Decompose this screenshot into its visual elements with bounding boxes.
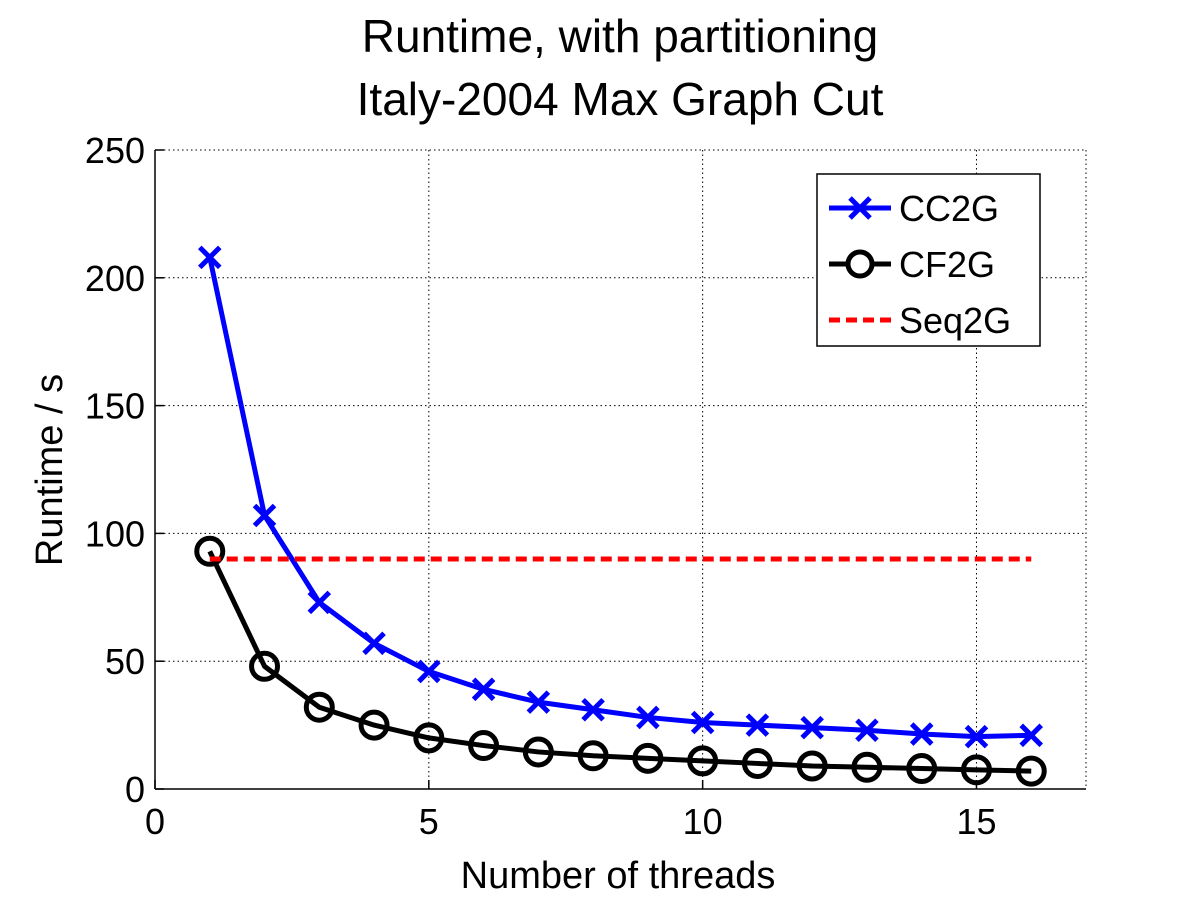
data-point-cf2g [906,753,938,785]
data-point-cf2g [468,730,500,762]
legend-label-cc2g: CC2G [899,188,999,229]
data-point-cc2g [909,722,934,746]
x-marker-stroke [800,715,824,740]
data-point-cf2g [796,750,828,782]
data-point-cf2g [1015,755,1047,787]
series-line-cc2g [207,256,1032,740]
x-marker-stroke [745,713,770,737]
data-point-cf2g [632,742,664,774]
data-point-cc2g [197,245,222,270]
x-tick-label: 5 [419,801,439,842]
data-point-cc2g [745,713,770,737]
x-marker-stroke [307,590,332,615]
data-point-cc2g [800,715,824,740]
data-point-cc2g [471,677,496,702]
x-marker-stroke [417,659,441,684]
y-tick-label: 200 [85,258,145,299]
x-marker-stroke [581,697,605,722]
y-axis-label: Runtime / s [29,374,71,566]
x-marker-stroke [471,677,496,702]
data-point-cc2g [690,710,715,735]
data-point-cf2g [413,722,445,754]
legend-label-cf2g: CF2G [899,244,995,285]
x-marker-stroke [197,245,222,270]
data-point-cc2g [526,690,551,714]
data-point-cf2g [194,535,226,567]
y-tick-label: 50 [105,641,145,682]
data-point-cf2g [249,650,281,682]
series-line-cf2g [207,550,1032,774]
chart-title-line-2: Italy-2004 Max Graph Cut [357,73,884,125]
data-point-cc2g [855,718,879,742]
legend-label-seq2g: Seq2G [899,300,1011,341]
x-tick-label: 10 [683,801,723,842]
data-point-cc2g [1019,723,1044,748]
x-tick-label: 0 [145,801,165,842]
data-point-cf2g [687,745,719,777]
data-point-cc2g [964,724,989,749]
x-marker-stroke [362,631,386,656]
data-point-cf2g [358,709,390,741]
data-point-cc2g [362,631,386,656]
data-point-cc2g [307,590,332,615]
data-point-cf2g [741,747,773,779]
data-point-cc2g [581,697,605,722]
plot-area [194,245,1047,787]
y-tick-label: 250 [85,130,145,171]
y-tick-label: 100 [85,513,145,554]
x-marker-stroke [252,503,277,528]
x-marker-stroke [690,710,715,735]
x-marker-stroke [636,705,660,730]
x-marker-stroke [909,722,934,746]
data-point-cf2g [522,736,554,768]
data-point-cf2g [577,740,609,772]
x-marker-stroke [1019,723,1044,748]
legend-marker-x [848,196,872,220]
y-tick-label: 150 [85,386,145,427]
x-marker-stroke [526,690,551,714]
y-tick-label: 0 [125,769,145,810]
data-point-cc2g [636,705,660,730]
x-axis-label: Number of threads [461,855,776,897]
data-point-cf2g [851,751,883,783]
grid [155,149,1087,789]
x-marker-stroke [855,718,879,742]
data-point-cf2g [303,691,335,723]
x-tick-label: 15 [956,801,996,842]
x-marker-stroke [964,724,989,749]
chart-title-line-1: Runtime, with partitioning [362,10,878,62]
data-point-cc2g [417,659,441,684]
legend-marker-o [845,249,875,279]
data-point-cc2g [252,503,277,528]
legend: CC2G CF2G Seq2G [816,173,1041,347]
